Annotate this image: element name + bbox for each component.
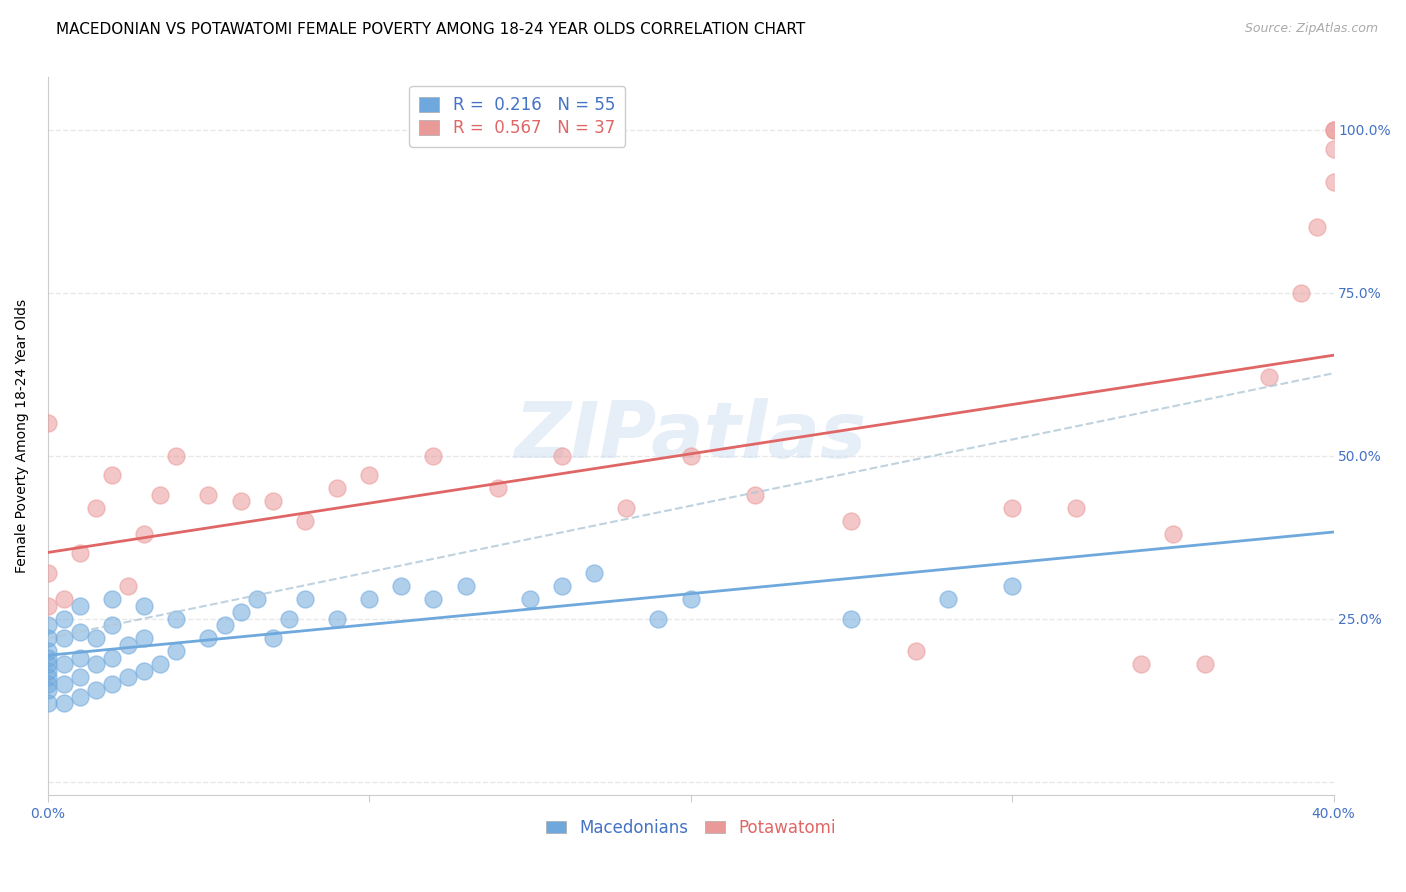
Point (149, 657, 172, 672)
Point (841, 612, 863, 626)
Point (246, 592, 269, 607)
Point (326, 612, 349, 626)
Point (69, 670, 91, 684)
Point (117, 579, 139, 593)
Point (69, 599, 91, 613)
Point (422, 592, 444, 607)
Text: ZIPatlas: ZIPatlas (515, 398, 866, 474)
Point (134, 599, 156, 613)
Point (52, 592, 75, 607)
Point (134, 527, 156, 541)
Point (69, 650, 91, 665)
Point (134, 631, 156, 645)
Point (37, 670, 59, 684)
Point (326, 481, 349, 495)
Point (359, 468, 381, 483)
Point (1194, 657, 1216, 672)
Point (1291, 285, 1313, 300)
Text: MACEDONIAN VS POTAWATOMI FEMALE POVERTY AMONG 18-24 YEAR OLDS CORRELATION CHART: MACEDONIAN VS POTAWATOMI FEMALE POVERTY … (56, 22, 806, 37)
Point (229, 494, 252, 508)
Point (52, 657, 75, 672)
Point (841, 514, 863, 528)
Point (52, 677, 75, 691)
Point (1258, 370, 1281, 384)
Point (117, 638, 139, 652)
Point (551, 579, 574, 593)
Point (904, 644, 927, 658)
Text: Source: ZipAtlas.com: Source: ZipAtlas.com (1244, 22, 1378, 36)
Point (519, 592, 541, 607)
Point (1322, 142, 1344, 156)
Point (197, 488, 219, 502)
Point (84, 657, 107, 672)
Point (583, 566, 606, 580)
Point (37, 599, 59, 613)
Point (679, 449, 702, 463)
Point (134, 664, 156, 678)
Point (101, 677, 124, 691)
Point (614, 500, 637, 515)
Point (647, 612, 669, 626)
Point (37, 677, 59, 691)
Point (101, 468, 124, 483)
Point (197, 631, 219, 645)
Point (101, 592, 124, 607)
Point (294, 592, 316, 607)
Point (69, 690, 91, 704)
Point (277, 612, 299, 626)
Point (117, 670, 139, 684)
Y-axis label: Female Poverty Among 18-24 Year Olds: Female Poverty Among 18-24 Year Olds (15, 299, 30, 574)
Point (551, 449, 574, 463)
Point (1322, 122, 1344, 136)
Point (214, 618, 236, 632)
Point (101, 618, 124, 632)
Point (1161, 527, 1184, 541)
Point (165, 449, 187, 463)
Point (422, 449, 444, 463)
Point (52, 631, 75, 645)
Point (262, 631, 284, 645)
Point (1001, 500, 1024, 515)
Point (294, 514, 316, 528)
Point (52, 697, 75, 711)
Point (1322, 175, 1344, 189)
Point (389, 579, 412, 593)
Point (262, 494, 284, 508)
Point (69, 624, 91, 639)
Point (1322, 122, 1344, 136)
Point (84, 683, 107, 698)
Point (69, 546, 91, 560)
Point (1129, 657, 1152, 672)
Point (37, 650, 59, 665)
Point (1066, 500, 1088, 515)
Point (37, 618, 59, 632)
Point (1306, 220, 1329, 235)
Point (165, 612, 187, 626)
Point (37, 416, 59, 430)
Point (37, 644, 59, 658)
Point (37, 664, 59, 678)
Point (165, 644, 187, 658)
Point (1001, 579, 1024, 593)
Point (84, 500, 107, 515)
Point (359, 592, 381, 607)
Legend: Macedonians, Potawatomi: Macedonians, Potawatomi (538, 813, 842, 844)
Point (454, 579, 477, 593)
Point (37, 631, 59, 645)
Point (37, 697, 59, 711)
Point (37, 566, 59, 580)
Point (84, 631, 107, 645)
Point (679, 592, 702, 607)
Point (37, 657, 59, 672)
Point (229, 605, 252, 619)
Point (149, 488, 172, 502)
Point (101, 650, 124, 665)
Point (486, 481, 509, 495)
Point (744, 488, 766, 502)
Point (52, 612, 75, 626)
Point (936, 592, 959, 607)
Point (37, 683, 59, 698)
